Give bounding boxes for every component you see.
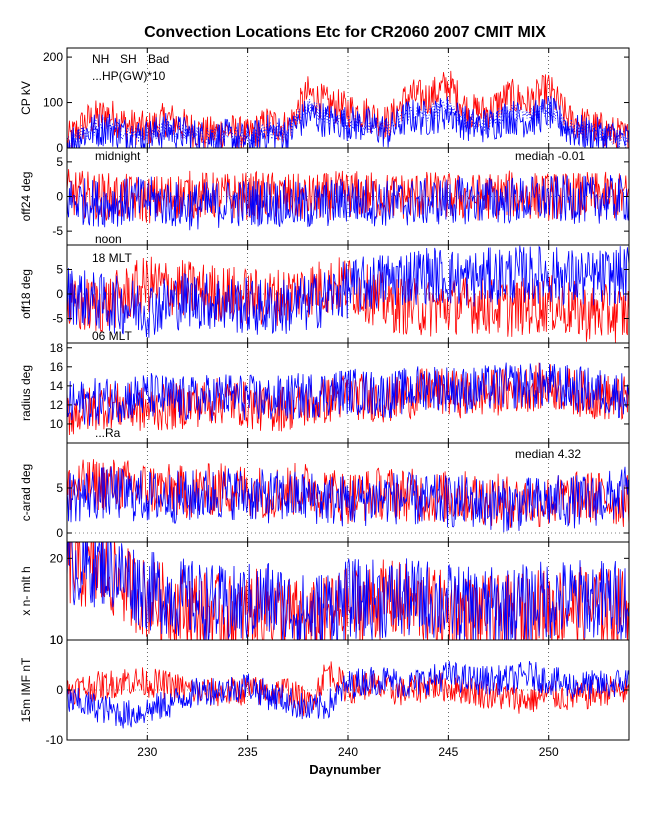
y-tick-label: 5 (56, 481, 63, 495)
series-line-hpgw10 (67, 98, 629, 148)
series-group (67, 169, 629, 231)
series-line-sh (67, 175, 629, 231)
y-tick-label: 200 (43, 50, 63, 64)
series-group (67, 70, 629, 148)
chart-title: Convection Locations Etc for CR2060 2007… (144, 24, 546, 41)
y-tick-label: 5 (56, 263, 63, 277)
y-axis-label: x n- mlt h (19, 566, 33, 615)
x-tick-label: 240 (338, 745, 358, 759)
panel-3: -5 0 5 off18 deg 18 MLT 06 MLT (19, 244, 630, 344)
series-line-nh (67, 169, 629, 224)
y-tick-label: 10 (50, 633, 64, 647)
series-line-sh (67, 362, 629, 426)
y-tick-label: 18 (50, 341, 64, 355)
y-tick-label: 16 (50, 360, 64, 374)
series-group (67, 542, 629, 640)
y-tick-label: 20 (50, 551, 64, 565)
series-group (67, 245, 629, 343)
y-tick-label: 0 (56, 287, 63, 301)
legend-entry: NH (92, 52, 109, 66)
legend-entry: SH (120, 52, 137, 66)
x-tick-label: 250 (539, 745, 559, 759)
series-group (67, 459, 629, 533)
x-axis-label: Daynumber (309, 762, 381, 777)
legend-entry: Bad (148, 52, 169, 66)
y-axis-label: off24 deg (19, 172, 33, 222)
y-tick-label: 100 (43, 96, 63, 110)
y-axis-label: c-arad deg (19, 464, 33, 521)
y-tick-label: 12 (50, 398, 64, 412)
y-tick-label: -10 (46, 733, 64, 747)
y-tick-label: 0 (56, 141, 63, 155)
y-tick-label: -5 (52, 224, 63, 238)
series-line-by (67, 661, 629, 729)
panel-2: -5 0 5 off24 deg midnight median -0.01 noon (19, 147, 630, 246)
panel-1: 0 100 200 CP kV ...HP(GW)*10 NH SH Bad (19, 47, 630, 155)
annotation-text: ...Ra (95, 426, 121, 440)
annotation-text: noon (95, 232, 122, 246)
y-tick-label: -5 (52, 312, 63, 326)
annotation-text: 18 MLT (92, 251, 132, 265)
series-line-nh (67, 362, 629, 436)
annotation-text: median 4.32 (515, 447, 581, 461)
annotation-text: 06 MLT (92, 329, 132, 343)
series-line-sh (67, 96, 629, 148)
series-group (67, 362, 629, 436)
y-tick-label: 0 (56, 190, 63, 204)
series-group (67, 661, 629, 729)
y-axis-label: radius deg (19, 365, 33, 421)
x-tick-label: 235 (238, 745, 258, 759)
annotation-text: ...HP(GW)*10 (92, 69, 166, 83)
x-tick-label: 230 (137, 745, 157, 759)
y-axis-label: 15m IMF nT (19, 657, 33, 722)
y-tick-label: 0 (56, 526, 63, 540)
y-tick-label: 10 (50, 417, 64, 431)
y-tick-label: 10 (50, 633, 64, 647)
series-line-sh (67, 245, 629, 338)
annotation-text: median -0.01 (515, 149, 585, 163)
series-line-sh (67, 466, 629, 533)
x-tick-label: 245 (438, 745, 458, 759)
panel-4: 10 12 14 16 18 radius deg ...Ra (19, 341, 630, 444)
y-tick-label: 14 (50, 379, 64, 393)
y-axis-label: CP kV (19, 81, 33, 115)
series-line-sh (67, 542, 629, 640)
y-tick-label: 0 (56, 683, 63, 697)
panel-5: 0 5 c-arad deg median 4.32 (19, 442, 630, 543)
y-axis-label: off18 deg (19, 269, 33, 319)
annotation-text: midnight (95, 149, 141, 163)
y-tick-label: 5 (56, 155, 63, 169)
panel-6: 10 20 x n- mlt h (19, 541, 630, 647)
